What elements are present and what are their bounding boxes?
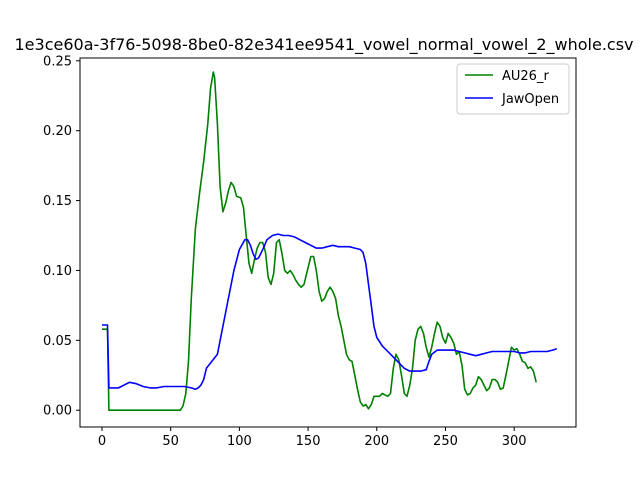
plot-frame	[79, 57, 577, 428]
y-tick-label: 0.20	[43, 124, 72, 139]
x-tick-label: 0	[98, 434, 106, 449]
legend-box	[456, 63, 570, 115]
x-tick-label: 200	[364, 434, 389, 449]
y-tick-label: 0.15	[43, 194, 72, 209]
x-tick-label: 150	[296, 434, 321, 449]
series-layer	[102, 71, 558, 412]
legend: AU26_r JawOpen	[456, 63, 570, 115]
y-tick-label: 0.10	[43, 264, 72, 279]
axis-ticks: 0 50 100 150 200 250 300 0.00 0.05 0.10 0.15 0.20 0.…	[43, 54, 527, 449]
x-tick-label: 300	[502, 434, 527, 449]
x-tick-label: 100	[227, 434, 252, 449]
legend-label-jawopen: JawOpen	[501, 92, 559, 107]
y-tick-label: 0.25	[43, 54, 72, 69]
x-tick-label: 250	[433, 434, 458, 449]
y-tick-label: 0.00	[43, 404, 72, 419]
y-tick-label: 0.05	[43, 334, 72, 349]
chart-title: 1e3ce60a-3f76-5098-8be0-82e341ee9541_vow…	[15, 35, 634, 55]
series-line-au26-r	[102, 71, 537, 412]
x-tick-label: 50	[162, 434, 179, 449]
series-line-jawopen	[102, 233, 558, 391]
legend-label-au26-r: AU26_r	[502, 69, 549, 84]
